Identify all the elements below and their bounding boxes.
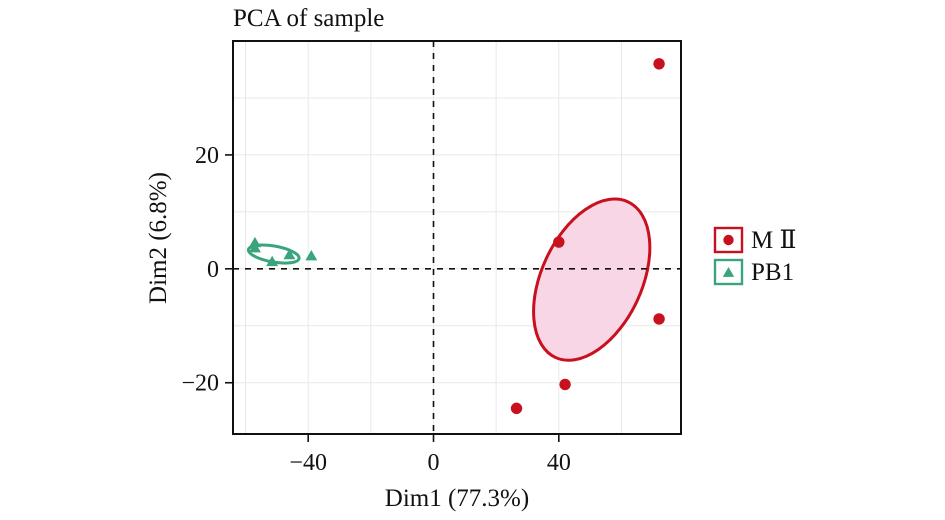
- x-axis-label: Dim1 (77.3%): [385, 485, 529, 512]
- y-tick-label: 0: [207, 257, 219, 283]
- y-axis-label: Dim2 (6.8%): [145, 172, 172, 304]
- legend-marker-circle: [723, 234, 734, 246]
- legend-marker-triangle: [722, 267, 735, 277]
- x-tick-label: 40: [547, 450, 571, 476]
- data-point-circle: [553, 236, 565, 248]
- x-tick-label: −40: [289, 450, 327, 476]
- data-point-circle: [510, 402, 523, 415]
- data-points: [248, 58, 665, 415]
- y-tick-label: −20: [181, 371, 219, 397]
- y-tick-label: 20: [195, 143, 219, 169]
- data-point-circle: [559, 378, 571, 391]
- legend-key-series-1: [713, 226, 744, 254]
- legend-key-series-2: [713, 258, 744, 286]
- x-tick-label: 0: [428, 450, 440, 476]
- confidence-ellipses: [246, 197, 652, 362]
- data-point-triangle: [248, 242, 261, 253]
- data-point-triangle: [266, 255, 279, 267]
- legend: M Ⅱ PB1: [713, 226, 796, 286]
- legend-label-series-1: M Ⅱ: [751, 227, 796, 254]
- legend-label-series-2: PB1: [751, 259, 794, 286]
- chart-title: PCA of sample: [233, 5, 384, 32]
- reference-lines: [233, 41, 681, 434]
- data-point-circle: [653, 313, 665, 325]
- data-point-circle: [653, 58, 665, 70]
- data-point-triangle: [283, 248, 296, 260]
- confidence-ellipse-series-1: [532, 197, 652, 362]
- axis-ticks: −40 0 40 −20 0 20: [181, 143, 570, 476]
- data-point-triangle: [305, 249, 318, 261]
- plot-frame: [232, 40, 682, 435]
